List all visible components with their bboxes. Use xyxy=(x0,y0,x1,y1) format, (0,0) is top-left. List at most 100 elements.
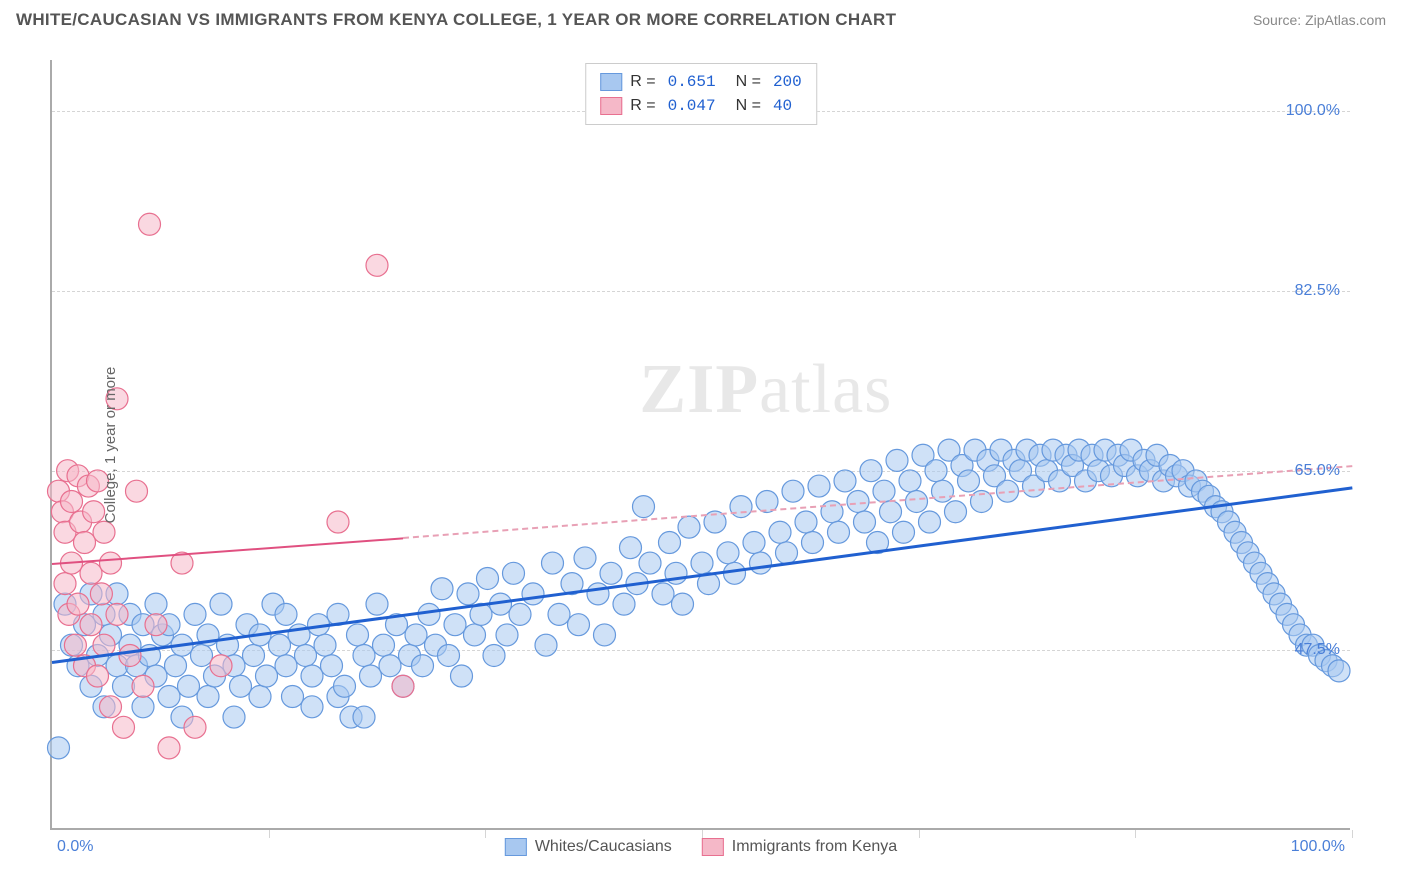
data-point xyxy=(347,624,369,646)
data-point xyxy=(54,573,76,595)
chart-title: WHITE/CAUCASIAN VS IMMIGRANTS FROM KENYA… xyxy=(16,10,896,30)
r-value: 0.047 xyxy=(668,94,716,118)
data-point xyxy=(678,516,700,538)
data-point xyxy=(366,593,388,615)
data-point xyxy=(919,511,941,533)
data-point xyxy=(366,254,388,276)
data-point xyxy=(828,521,850,543)
legend-swatch xyxy=(600,97,622,115)
data-point xyxy=(360,665,382,687)
data-point xyxy=(256,665,278,687)
data-point xyxy=(301,665,323,687)
data-point xyxy=(314,634,336,656)
legend-series: Whites/Caucasians Immigrants from Kenya xyxy=(505,838,897,856)
data-point xyxy=(438,644,460,666)
data-point xyxy=(854,511,876,533)
data-point xyxy=(113,716,135,738)
data-point xyxy=(210,655,232,677)
data-point xyxy=(243,644,265,666)
data-point xyxy=(269,634,291,656)
legend-correlation-stats: R =0.651N =200R =0.047N = 40 xyxy=(585,63,817,125)
data-point xyxy=(899,470,921,492)
data-point xyxy=(230,675,252,697)
data-point xyxy=(412,655,434,677)
data-point xyxy=(932,480,954,502)
data-point xyxy=(522,583,544,605)
data-point xyxy=(158,686,180,708)
data-point xyxy=(139,213,161,235)
n-label: N = xyxy=(736,94,761,118)
data-point xyxy=(886,449,908,471)
data-point xyxy=(197,686,219,708)
data-point xyxy=(958,470,980,492)
y-tick-label: 100.0% xyxy=(1286,102,1340,120)
legend-series-item: Whites/Caucasians xyxy=(505,838,672,856)
data-point xyxy=(880,501,902,523)
data-point xyxy=(633,496,655,518)
data-point xyxy=(568,614,590,636)
legend-series-label: Whites/Caucasians xyxy=(535,838,672,856)
data-point xyxy=(600,562,622,584)
data-point xyxy=(67,593,89,615)
y-tick-label: 82.5% xyxy=(1295,282,1340,300)
r-label: R = xyxy=(630,94,655,118)
data-point xyxy=(496,624,518,646)
data-point xyxy=(769,521,791,543)
data-point xyxy=(158,737,180,759)
data-point xyxy=(132,696,154,718)
data-point xyxy=(795,511,817,533)
legend-swatch xyxy=(702,838,724,856)
data-point xyxy=(503,562,525,584)
scatter-points xyxy=(52,60,1350,828)
data-point xyxy=(353,644,375,666)
data-point xyxy=(327,511,349,533)
data-point xyxy=(61,490,83,512)
data-point xyxy=(334,675,356,697)
data-point xyxy=(782,480,804,502)
data-point xyxy=(353,706,375,728)
data-point xyxy=(93,521,115,543)
tick-vertical xyxy=(919,830,920,838)
data-point xyxy=(483,644,505,666)
legend-series-item: Immigrants from Kenya xyxy=(702,838,897,856)
data-point xyxy=(132,675,154,697)
data-point xyxy=(178,675,200,697)
data-point xyxy=(750,552,772,574)
data-point xyxy=(48,737,70,759)
data-point xyxy=(106,603,128,625)
data-point xyxy=(87,665,109,687)
data-point xyxy=(223,706,245,728)
source-attribution: Source: ZipAtlas.com xyxy=(1253,12,1386,28)
y-axis-label: College, 1 year or more xyxy=(102,367,119,524)
data-point xyxy=(100,696,122,718)
r-label: R = xyxy=(630,70,655,94)
data-point xyxy=(873,480,895,502)
data-point xyxy=(535,634,557,656)
data-point xyxy=(743,532,765,554)
data-point xyxy=(282,686,304,708)
plot-area: ZIPatlas R =0.651N =200R =0.047N = 40 47… xyxy=(50,60,1350,830)
data-point xyxy=(860,460,882,482)
data-point xyxy=(210,593,232,615)
tick-vertical xyxy=(269,830,270,838)
n-label: N = xyxy=(736,70,761,94)
data-point xyxy=(184,716,206,738)
legend-swatch xyxy=(600,73,622,91)
data-point xyxy=(275,655,297,677)
data-point xyxy=(145,593,167,615)
data-point xyxy=(509,603,531,625)
data-point xyxy=(802,532,824,554)
y-tick-label: 65.0% xyxy=(1295,462,1340,480)
data-point xyxy=(594,624,616,646)
data-point xyxy=(548,603,570,625)
data-point xyxy=(652,583,674,605)
data-point xyxy=(542,552,564,574)
tick-vertical xyxy=(1135,830,1136,838)
data-point xyxy=(373,634,395,656)
legend-stat-row: R =0.047N = 40 xyxy=(600,94,802,118)
data-point xyxy=(1328,660,1350,682)
data-point xyxy=(275,603,297,625)
data-point xyxy=(249,686,271,708)
n-value: 200 xyxy=(773,70,802,94)
r-value: 0.651 xyxy=(668,70,716,94)
